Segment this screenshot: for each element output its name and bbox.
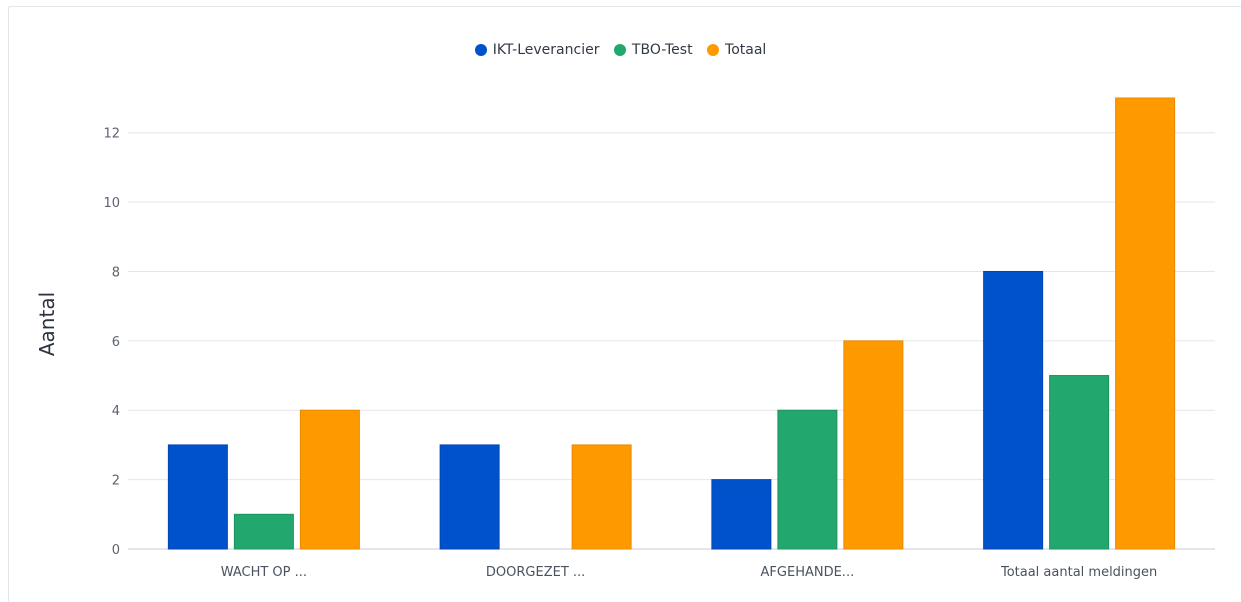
bar-ikt-leverancier[interactable] — [167, 444, 228, 550]
y-tick-label: 2 — [112, 474, 120, 489]
legend-dot-icon — [474, 44, 487, 56]
legend-item-ikt-leverancier[interactable]: IKT-Leverancier — [474, 42, 600, 58]
bar-ikt-leverancier[interactable] — [439, 444, 500, 550]
y-axis-label: Aantal — [35, 292, 59, 356]
legend-dot-icon — [707, 44, 720, 56]
bars — [167, 97, 1176, 550]
y-tick-label: 4 — [112, 404, 120, 419]
x-category-label: AFGEHANDE... — [761, 565, 855, 580]
legend-label: TBO-Test — [631, 42, 693, 58]
bar-tbo-test[interactable] — [777, 409, 838, 550]
x-category-label: Totaal aantal meldingen — [1000, 565, 1157, 580]
bar-totaal[interactable] — [571, 444, 632, 550]
bar-totaal[interactable] — [843, 340, 904, 550]
legend-label: Totaal — [725, 42, 767, 58]
bar-tbo-test[interactable] — [1049, 375, 1110, 550]
bar-ikt-leverancier[interactable] — [983, 270, 1044, 550]
bar-tbo-test[interactable] — [233, 513, 294, 550]
y-tick-label: 8 — [112, 265, 120, 280]
y-tick-label: 12 — [103, 127, 120, 142]
x-category-label: WACHT OP ... — [221, 565, 307, 580]
x-category-label: DOORGEZET ... — [486, 565, 585, 580]
y-tick-label: 10 — [103, 196, 120, 211]
legend-label: IKT-Leverancier — [492, 42, 600, 58]
bar-totaal[interactable] — [1115, 97, 1176, 550]
legend-item-tbo-test[interactable]: TBO-Test — [613, 42, 693, 58]
y-tick-labels: 0 2 4 6 8 10 12 — [103, 127, 120, 558]
bar-ikt-leverancier[interactable] — [711, 479, 772, 550]
y-tick-label: 6 — [112, 335, 120, 350]
legend-item-totaal[interactable]: Totaal — [707, 42, 766, 58]
x-category-labels: WACHT OP ... DOORGEZET ... AFGEHANDE... Tot… — [221, 565, 1158, 580]
legend-dot-icon — [613, 44, 626, 56]
bar-totaal[interactable] — [299, 409, 360, 550]
y-tick-label: 0 — [112, 543, 120, 558]
chart-legend: IKT-Leverancier TBO-Test Totaal — [0, 42, 1241, 60]
